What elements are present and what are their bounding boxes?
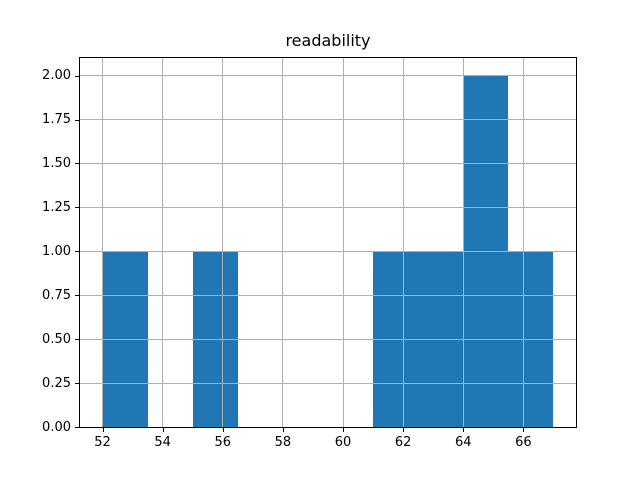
y-tick-label: 0.75 (42, 287, 71, 303)
grid-layer (80, 58, 576, 427)
y-tick-mark (75, 295, 79, 297)
y-tick-label: 0.50 (42, 331, 71, 347)
x-tick-mark (222, 428, 224, 432)
y-tick-label: 0.00 (42, 419, 71, 435)
x-tick-label: 54 (154, 435, 171, 450)
y-gridline (80, 119, 576, 120)
x-tick-mark (102, 428, 104, 432)
x-gridline (402, 58, 404, 427)
x-gridline (342, 58, 344, 427)
x-tick-mark (343, 428, 344, 432)
x-tick-label: 52 (94, 435, 111, 450)
x-tick-mark (463, 428, 465, 432)
x-gridline (282, 58, 284, 427)
x-tick-mark (162, 428, 164, 432)
x-tick-label: 62 (394, 435, 412, 450)
x-gridline (162, 58, 164, 427)
y-tick-label: 1.25 (42, 199, 71, 215)
y-gridline (80, 250, 576, 252)
y-gridline (80, 162, 576, 164)
x-tick-mark (403, 428, 405, 432)
y-gridline (80, 294, 576, 296)
y-tick-label: 0.25 (42, 375, 71, 391)
x-gridline (522, 58, 524, 427)
x-tick-label: 58 (274, 435, 292, 450)
y-tick-label: 1.50 (42, 155, 71, 171)
y-tick-mark (75, 427, 79, 428)
y-tick-mark (75, 119, 79, 121)
x-gridline (102, 58, 103, 427)
x-tick-mark (523, 428, 525, 432)
chart-title: readability (285, 31, 371, 50)
y-tick-mark (75, 383, 79, 385)
x-tick-label: 66 (515, 435, 532, 450)
x-tick-mark (282, 428, 284, 432)
y-tick-mark (75, 163, 79, 165)
x-gridline (222, 58, 224, 427)
y-gridline (80, 206, 576, 208)
y-tick-mark (75, 207, 79, 209)
y-tick-label: 1.75 (42, 112, 71, 127)
x-tick-label: 64 (455, 435, 472, 450)
y-tick-label: 1.00 (42, 243, 71, 259)
y-tick-mark (75, 75, 79, 77)
x-tick-label: 56 (214, 435, 232, 450)
y-tick-label: 2.00 (42, 68, 71, 84)
x-gridline (462, 58, 464, 427)
y-gridline (80, 75, 576, 77)
y-gridline (80, 382, 576, 384)
x-tick-label: 60 (334, 435, 352, 450)
y-tick-mark (75, 339, 79, 341)
y-gridline (80, 338, 576, 340)
plot-area (79, 57, 577, 428)
y-tick-mark (75, 251, 79, 253)
